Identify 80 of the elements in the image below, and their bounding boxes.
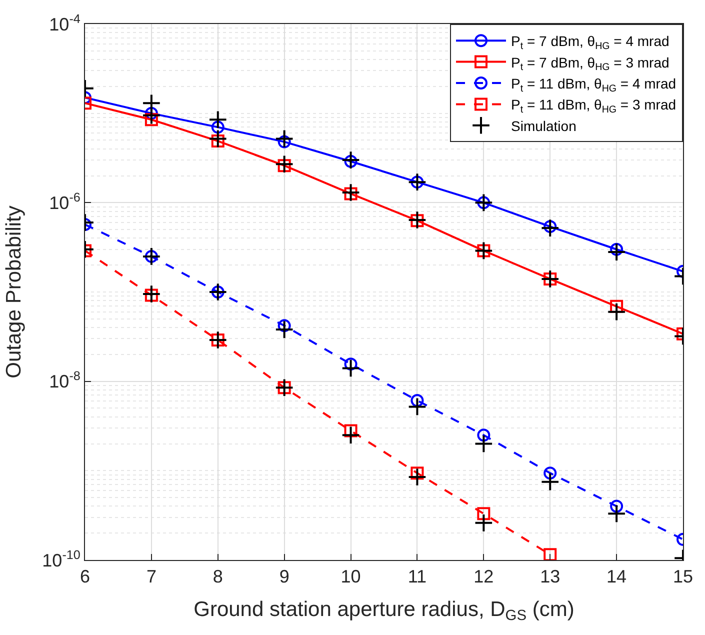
x-tick-label: 9	[279, 566, 290, 587]
y-tick-label: 10$^{-10}$	[42, 548, 80, 570]
y-tick-label: 10$^{-4}$	[49, 12, 80, 34]
point	[274, 129, 294, 148]
x-tick-label: 11	[408, 566, 427, 587]
x-tick-label: 15	[672, 566, 694, 587]
point	[211, 334, 224, 347]
legend-label: Simulation	[511, 118, 576, 134]
point	[208, 282, 228, 302]
point	[408, 468, 427, 486]
point	[410, 466, 424, 480]
point	[540, 472, 560, 492]
x-tick-label: 8	[212, 566, 223, 587]
point	[477, 507, 490, 520]
point	[474, 434, 494, 454]
point	[208, 110, 228, 130]
point	[408, 397, 427, 416]
point	[274, 154, 294, 174]
point	[408, 172, 427, 192]
point	[278, 319, 291, 332]
point	[278, 381, 291, 394]
point	[607, 242, 626, 262]
point	[144, 113, 158, 126]
point	[278, 159, 291, 172]
point	[610, 242, 624, 256]
y-tick-label: 10$^{-6}$	[49, 190, 80, 213]
legend-label: P$_{t}$ = 11 dBm, θ$_{HG}$ = 3 mrad	[511, 96, 676, 116]
x-axis-title: Ground station aperture radius, D$_{GS}$ (cm)	[194, 598, 574, 624]
point	[474, 514, 494, 532]
x-tick-label: 14	[606, 566, 627, 587]
point	[477, 244, 490, 258]
point	[344, 358, 358, 371]
y-axis-title: Outage Probability	[2, 205, 26, 378]
point	[344, 154, 358, 168]
point	[540, 270, 560, 288]
point	[211, 134, 224, 148]
point	[477, 428, 490, 442]
point	[544, 466, 557, 480]
x-tick-label: 12	[474, 566, 494, 587]
x-tick-label: 7	[146, 566, 156, 587]
point	[144, 250, 158, 263]
point	[341, 183, 360, 202]
point	[142, 106, 161, 125]
point	[607, 302, 626, 322]
point	[408, 210, 427, 230]
point	[211, 120, 224, 134]
legend-label: P$_{t}$ = 11 dBm, θ$_{HG}$ = 4 mrad	[511, 75, 676, 94]
point	[341, 150, 360, 170]
point	[142, 284, 161, 304]
y-tick-label: 10$^{-8}$	[49, 369, 80, 392]
x-tick-label: 13	[540, 566, 560, 587]
point	[211, 286, 224, 298]
point	[278, 135, 291, 148]
point	[610, 500, 624, 513]
point	[540, 218, 560, 238]
point	[410, 176, 424, 189]
x-tick-label: 6	[80, 566, 90, 587]
point	[208, 330, 228, 350]
legend-label: P$_{t}$ = 7 dBm, θ$_{HG}$ = 3 mrad	[511, 54, 670, 74]
point	[474, 193, 494, 212]
point	[410, 214, 424, 228]
point	[410, 394, 424, 408]
x-tick-label: 10	[340, 566, 361, 587]
point	[544, 272, 557, 286]
point	[144, 288, 158, 302]
point	[341, 426, 360, 445]
point	[344, 187, 358, 200]
point	[208, 129, 228, 148]
point	[144, 106, 158, 120]
point	[477, 196, 490, 210]
point	[544, 548, 557, 560]
point	[607, 504, 626, 524]
point	[474, 241, 494, 260]
legend-label: P$_{t}$ = 7 dBm, θ$_{HG}$ = 4 mrad	[511, 33, 670, 52]
point	[544, 220, 557, 234]
point	[274, 378, 294, 398]
point	[344, 424, 358, 438]
point	[274, 320, 294, 339]
point	[142, 247, 161, 266]
point	[341, 358, 360, 378]
